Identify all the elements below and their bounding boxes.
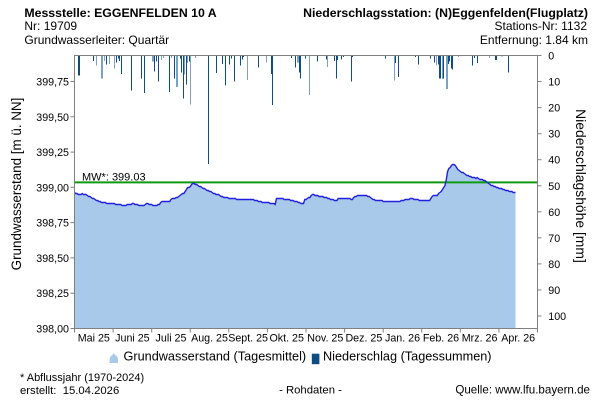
svg-text:0: 0 [548, 51, 554, 63]
svg-text:398,50: 398,50 [36, 253, 69, 265]
svg-text:Grundwasserstand [m ü. NN]: Grundwasserstand [m ü. NN] [9, 98, 24, 271]
svg-text:70: 70 [548, 233, 560, 245]
svg-text:399,50: 399,50 [36, 112, 69, 124]
svg-text:Feb. 26: Feb. 26 [423, 333, 459, 345]
svg-text:Mrz. 26: Mrz. 26 [462, 333, 498, 345]
svg-text:Juni 25: Juni 25 [115, 333, 150, 345]
svg-text:60: 60 [548, 207, 560, 219]
svg-text:- Rohdaten -: - Rohdaten - [279, 385, 342, 397]
svg-text:399,00: 399,00 [36, 182, 69, 194]
svg-text:MW*: 399.03: MW*: 399.03 [82, 172, 146, 184]
svg-text:80: 80 [548, 259, 560, 271]
svg-text:Messstelle: EGGENFELDEN 10 A: Messstelle: EGGENFELDEN 10 A [24, 6, 216, 20]
svg-text:399,25: 399,25 [36, 147, 69, 159]
svg-text:20: 20 [548, 103, 560, 115]
svg-text:Grundwasserleiter: Quartär: Grundwasserleiter: Quartär [24, 33, 169, 47]
svg-text:Grundwasserstand (Tagesmittel): Grundwasserstand (Tagesmittel) [124, 349, 307, 363]
svg-text:Niederschlagsstation: (N)Eggen: Niederschlagsstation: (N)Eggenfelden(Flu… [303, 6, 588, 20]
svg-text:40: 40 [548, 155, 560, 167]
svg-text:90: 90 [548, 285, 560, 297]
svg-text:Okt. 25: Okt. 25 [269, 333, 304, 345]
svg-text:Sept. 25: Sept. 25 [228, 333, 268, 345]
svg-text:Stations-Nr: 1132: Stations-Nr: 1132 [495, 19, 588, 33]
svg-text:399,75: 399,75 [36, 77, 69, 89]
svg-text:Nr: 19709: Nr: 19709 [24, 19, 77, 33]
svg-text:Quelle: www.lfu.bayern.de: Quelle: www.lfu.bayern.de [455, 383, 590, 396]
svg-text:10: 10 [548, 77, 560, 89]
svg-text:Juli 25: Juli 25 [156, 333, 187, 345]
svg-text:Entfernung: 1.84 km: Entfernung: 1.84 km [480, 33, 588, 47]
svg-text:100: 100 [548, 311, 566, 323]
svg-text:398,75: 398,75 [36, 218, 69, 230]
svg-text:Mai 25: Mai 25 [78, 333, 110, 345]
svg-text:398,00: 398,00 [36, 324, 69, 336]
svg-text:Nov. 25: Nov. 25 [307, 333, 343, 345]
svg-text:Apr. 26: Apr. 26 [501, 333, 535, 345]
svg-text:Jan. 26: Jan. 26 [385, 333, 420, 345]
svg-text:Niederschlag (Tagessummen): Niederschlag (Tagessummen) [323, 349, 492, 363]
svg-text:Niederschlagshöhe [mm]: Niederschlagshöhe [mm] [573, 109, 589, 263]
svg-text:erstellt: 15.04.2026: erstellt: 15.04.2026 [20, 385, 119, 397]
svg-text:30: 30 [548, 129, 560, 141]
svg-text:* Abflussjahr (1970-2024): * Abflussjahr (1970-2024) [20, 372, 144, 384]
svg-text:398,25: 398,25 [36, 288, 69, 300]
svg-text:50: 50 [548, 181, 560, 193]
svg-text:Dez. 25: Dez. 25 [345, 333, 382, 345]
svg-text:Aug. 25: Aug. 25 [191, 333, 228, 345]
